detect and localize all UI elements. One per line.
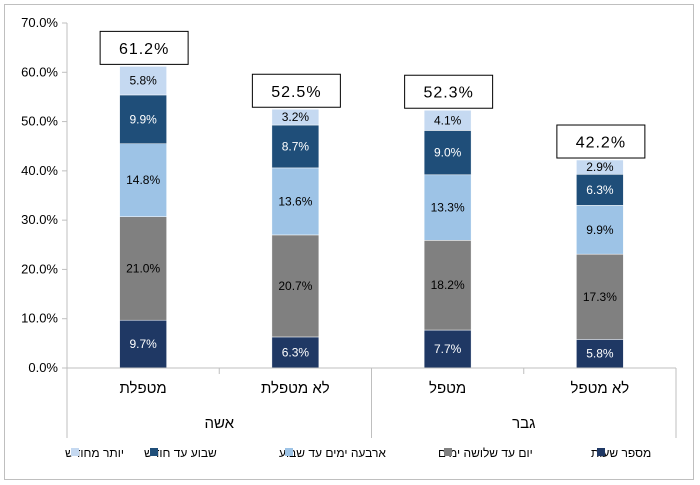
total-label: 61.2%	[119, 41, 169, 58]
bar-segment	[119, 143, 167, 217]
y-tick-label: 60.0%	[21, 64, 58, 79]
legend-label: יום עד שלושה ימים	[438, 446, 533, 460]
data-label: 21.0%	[126, 261, 160, 275]
data-label: 17.3%	[583, 290, 617, 304]
legend-label: ארבעה ימים עד שבוע	[279, 446, 386, 460]
data-label: 5.8%	[129, 74, 157, 88]
legend-label: יותר מחודש	[65, 446, 124, 460]
bar-segment	[271, 336, 320, 369]
bar-segment	[423, 109, 472, 131]
bar-segment	[119, 66, 167, 96]
legend-swatch	[597, 448, 605, 456]
data-label: 6.3%	[282, 345, 310, 359]
legend-label: מספר שעות	[591, 446, 651, 460]
legend-swatch	[285, 448, 293, 456]
data-label: 20.7%	[278, 279, 312, 293]
bar-segment	[576, 174, 624, 206]
bar-segment	[423, 130, 472, 176]
bar-segment	[271, 124, 320, 169]
data-label: 4.1%	[434, 113, 462, 127]
x-group-label: אשה	[204, 415, 234, 432]
x-category-label: מטפל	[429, 380, 466, 397]
data-label: 13.3%	[431, 201, 465, 215]
legend-label: שבוע עד חודש	[144, 446, 217, 460]
data-label: 14.8%	[126, 173, 160, 187]
bar-segment	[576, 339, 624, 369]
legend-swatch	[71, 448, 79, 456]
y-tick-label: 70.0%	[21, 15, 58, 30]
data-label: 18.2%	[431, 278, 465, 292]
bar-segment	[119, 216, 167, 321]
total-box	[99, 30, 189, 65]
chart-frame	[4, 4, 694, 480]
data-label: 9.9%	[129, 112, 157, 126]
bar-segment	[271, 234, 320, 338]
y-tick-label: 30.0%	[21, 212, 58, 227]
data-label: 2.9%	[586, 160, 614, 174]
total-box	[404, 74, 494, 109]
data-label: 9.0%	[434, 146, 462, 160]
x-category-label: לא מטפל	[571, 380, 630, 397]
total-label: 42.2%	[576, 135, 626, 152]
total-label: 52.5%	[271, 84, 321, 101]
y-tick-label: 10.0%	[21, 311, 58, 326]
bar-segment	[576, 159, 624, 175]
data-label: 7.7%	[434, 342, 462, 356]
y-tick-label: 20.0%	[21, 261, 58, 276]
total-box	[556, 124, 646, 159]
legend-swatch	[150, 448, 158, 456]
bar-segment	[271, 167, 320, 236]
total-label: 52.3%	[423, 85, 473, 102]
bar-segment	[271, 109, 320, 126]
bar-segment	[423, 240, 472, 331]
data-label: 8.7%	[282, 139, 310, 153]
data-label: 3.2%	[282, 110, 310, 124]
x-group-label: גבר	[512, 415, 535, 432]
bar-segment	[423, 174, 472, 241]
x-category-label: לא מטפלת	[261, 380, 330, 397]
bar-segment	[119, 319, 167, 369]
bar-segment	[119, 94, 167, 145]
bar-segment	[576, 253, 624, 340]
data-label: 6.3%	[586, 183, 614, 197]
data-label: 13.6%	[278, 194, 312, 208]
total-box	[251, 73, 341, 108]
y-tick-label: 40.0%	[21, 163, 58, 178]
x-category-label: מטפלת	[119, 380, 166, 397]
data-label: 9.7%	[129, 337, 157, 351]
legend-swatch	[444, 448, 452, 456]
y-tick-label: 0.0%	[28, 360, 58, 375]
data-label: 9.9%	[586, 223, 614, 237]
y-tick-label: 50.0%	[21, 114, 58, 129]
data-label: 5.8%	[586, 347, 614, 361]
